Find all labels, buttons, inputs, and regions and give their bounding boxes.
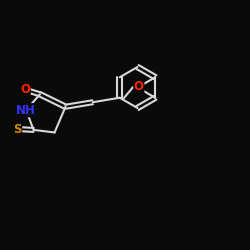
Text: O: O — [20, 83, 30, 96]
Text: O: O — [134, 80, 144, 93]
Text: NH: NH — [16, 104, 36, 117]
Text: S: S — [13, 122, 22, 136]
